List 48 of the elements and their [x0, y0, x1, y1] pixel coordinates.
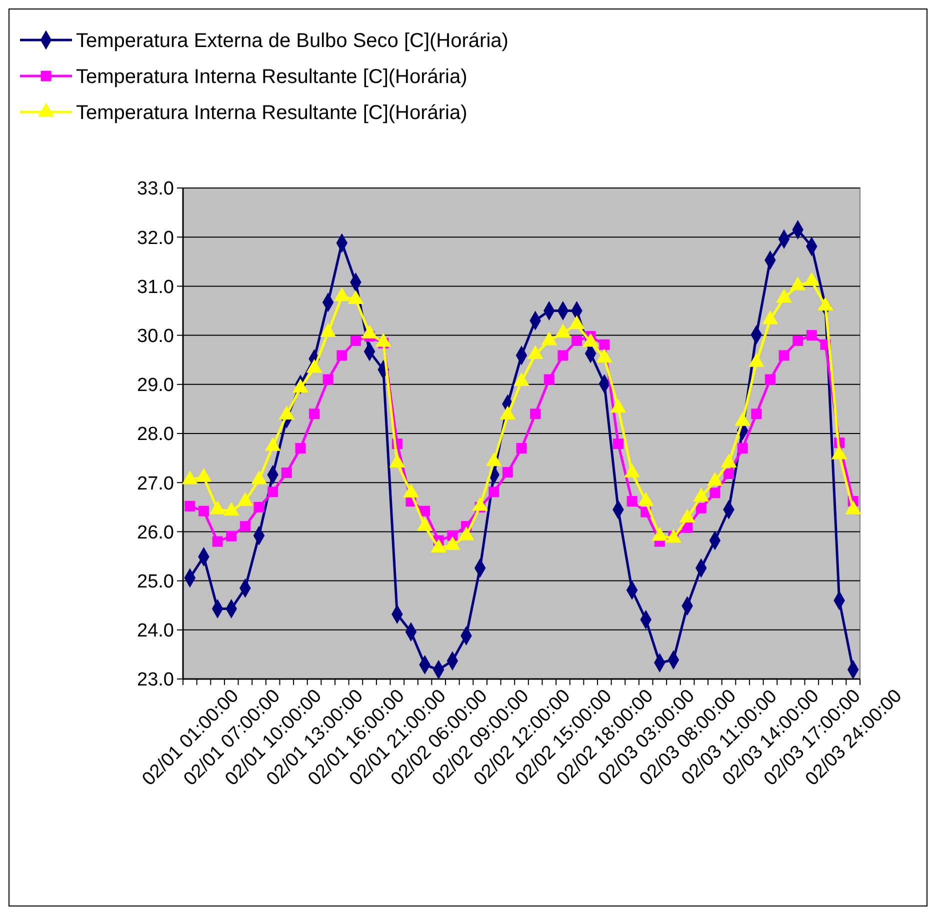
point [778, 350, 790, 361]
y-tick-label: 32.0 [137, 228, 174, 249]
y-tick-label: 23.0 [137, 670, 174, 691]
point [751, 408, 762, 420]
point [295, 442, 306, 454]
point [254, 502, 264, 512]
point [764, 374, 776, 385]
point [336, 350, 348, 361]
point [309, 408, 320, 420]
y-tick-label: 33.0 [137, 178, 174, 200]
y-tick-label: 31.0 [137, 276, 174, 298]
y-tick-label: 27.0 [137, 473, 174, 494]
point [184, 500, 196, 512]
point [792, 335, 804, 346]
y-tick-label: 30.0 [137, 326, 174, 347]
y-tick-label: 25.0 [137, 571, 174, 592]
point [212, 536, 223, 547]
point [530, 408, 541, 420]
point [268, 486, 278, 498]
point [710, 488, 720, 498]
point [322, 374, 334, 385]
point [544, 374, 554, 385]
point [240, 521, 250, 532]
y-tick-label: 29.0 [137, 375, 174, 396]
point [626, 496, 638, 506]
point [516, 442, 527, 454]
legend-label: Temperatura Interna Resultante [C](Horária) [76, 102, 468, 124]
point [488, 486, 500, 498]
legend-label: Temperatura Externa de Bulbo Seco [C](Horária) [76, 30, 508, 52]
point [572, 335, 582, 346]
point [682, 522, 693, 534]
y-tick-label: 24.0 [137, 620, 174, 642]
point [198, 506, 209, 516]
point [226, 530, 237, 542]
point [558, 350, 568, 361]
point [806, 330, 817, 341]
point [612, 438, 624, 450]
point [696, 502, 706, 514]
legend-label: Temperatura Interna Resultante [C](Horária) [76, 66, 468, 88]
y-tick-label: 28.0 [137, 424, 174, 446]
point [420, 506, 430, 516]
point [737, 442, 748, 454]
point [599, 339, 610, 350]
y-tick-label: 26.0 [137, 522, 174, 544]
point [502, 467, 513, 478]
point [350, 335, 361, 346]
point [724, 468, 734, 480]
point [281, 468, 292, 478]
